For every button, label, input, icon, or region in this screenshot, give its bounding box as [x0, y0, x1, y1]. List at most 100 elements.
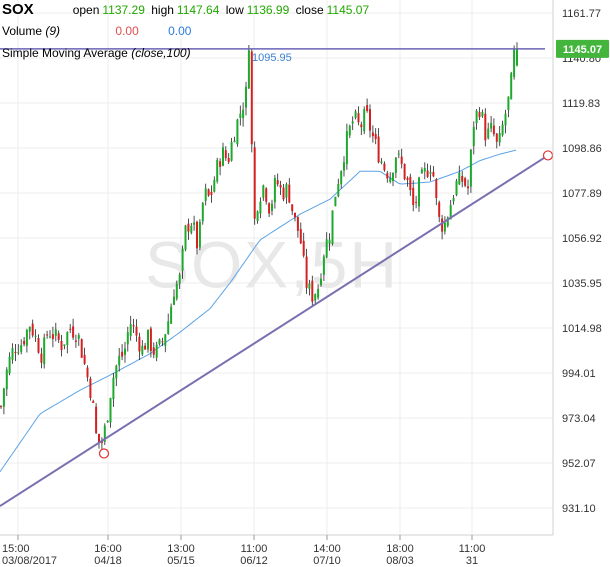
candle — [51, 326, 54, 348]
candle — [311, 275, 314, 307]
candle — [147, 329, 149, 353]
x-tick-label-date: 05/15 — [167, 555, 195, 567]
candle — [115, 364, 118, 387]
candle — [77, 333, 80, 346]
low-value: 1136.99 — [246, 3, 290, 17]
candle — [276, 173, 279, 187]
candle — [403, 163, 406, 181]
candle — [170, 303, 173, 324]
candle — [245, 81, 247, 116]
candle — [415, 195, 418, 209]
candle — [57, 330, 60, 343]
y-tick-label: 1098.86 — [562, 143, 602, 155]
candle — [201, 201, 204, 225]
candle — [181, 245, 184, 279]
candle — [273, 175, 276, 209]
candle — [80, 338, 83, 358]
candle — [475, 109, 478, 130]
candle — [279, 180, 282, 195]
candle — [118, 348, 121, 372]
y-tick-label: 1161.77 — [562, 8, 601, 20]
candle — [472, 121, 475, 155]
y-axis[interactable]: 1161.771140.801119.831098.861077.891056.… — [552, 0, 609, 535]
candle — [242, 102, 245, 127]
close-value: 1145.07 — [326, 3, 370, 17]
candle — [95, 403, 98, 435]
sma-polyline — [0, 149, 517, 472]
candle — [423, 162, 426, 180]
candle — [469, 149, 472, 193]
candle — [121, 344, 124, 361]
candle — [340, 170, 343, 189]
candle — [43, 333, 46, 369]
candle — [253, 141, 256, 225]
candle — [345, 123, 348, 170]
candle — [377, 128, 380, 164]
volume-value-a: 0.00 — [115, 24, 139, 38]
candle — [224, 146, 227, 161]
candle — [458, 165, 461, 185]
candle — [28, 326, 31, 340]
candle — [175, 280, 178, 301]
candle — [23, 337, 26, 347]
x-tick-label-time: 11:00 — [459, 543, 486, 555]
x-tick-label-date: 03/08/2017 — [2, 555, 57, 567]
candle — [492, 118, 495, 137]
last-price-tag: 1145.07 — [556, 39, 609, 58]
anchor-marker[interactable] — [98, 448, 110, 459]
candle — [14, 344, 17, 362]
candle — [461, 171, 464, 188]
candle — [8, 352, 11, 376]
candle — [173, 289, 175, 306]
candle — [126, 326, 129, 352]
candle — [184, 224, 187, 252]
candle — [343, 156, 345, 177]
candle — [351, 116, 354, 131]
candle — [49, 330, 51, 339]
candle — [132, 318, 135, 333]
candle — [406, 176, 409, 187]
candle — [164, 333, 167, 353]
candle — [348, 124, 351, 139]
x-tick-label-date: 06/12 — [240, 555, 268, 567]
sma-param: (close,100) — [131, 46, 191, 60]
low-label: low — [225, 3, 244, 17]
candle — [325, 232, 328, 259]
open-label: open — [72, 3, 100, 17]
candle — [25, 328, 28, 353]
candle — [2, 387, 5, 415]
candle — [504, 109, 507, 134]
anchor-marker[interactable] — [542, 150, 554, 161]
candle — [34, 329, 37, 342]
candle — [138, 332, 141, 360]
candle — [0, 405, 2, 409]
candle — [72, 318, 75, 340]
candle — [490, 116, 493, 133]
candle — [507, 96, 510, 118]
candle — [161, 337, 164, 347]
x-tick-label-time: 16:00 — [94, 543, 122, 555]
candle — [386, 170, 389, 183]
candle — [207, 188, 210, 197]
candle — [155, 341, 158, 362]
candle — [516, 42, 518, 67]
candle — [129, 315, 132, 341]
candle — [363, 106, 366, 135]
candle — [271, 199, 273, 216]
close-label: close — [295, 3, 324, 17]
candle — [17, 344, 20, 355]
candle — [322, 254, 325, 281]
candle — [394, 157, 397, 179]
candle — [285, 182, 288, 204]
sma-line — [0, 149, 517, 472]
resistance-label: 1095.95 — [252, 52, 292, 64]
candle — [213, 176, 216, 193]
support-trendline[interactable] — [0, 154, 549, 507]
candle — [501, 120, 504, 137]
candle — [369, 104, 371, 138]
drawing-lines[interactable]: 1095.95 — [0, 48, 554, 507]
y-tick-label: 973.04 — [562, 413, 596, 425]
candle — [265, 187, 268, 205]
